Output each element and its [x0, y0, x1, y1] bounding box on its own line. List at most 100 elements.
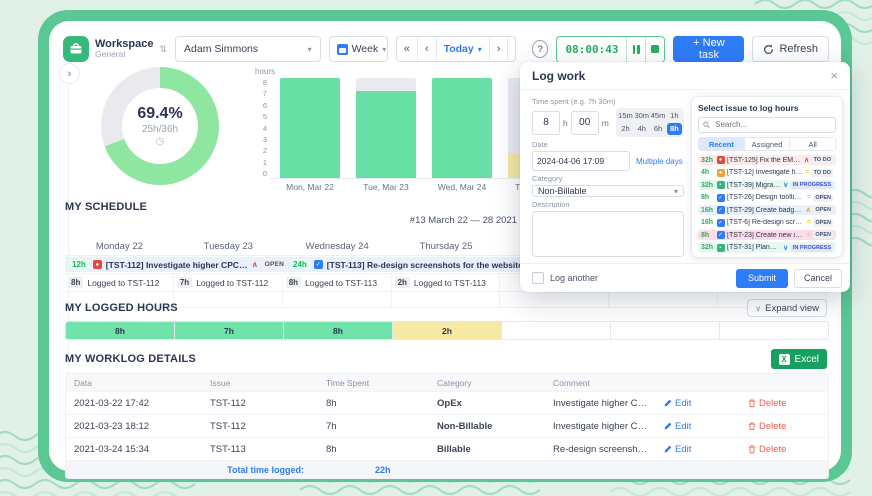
status-badge: IN PROGRESS — [791, 181, 833, 189]
edit-button[interactable]: Edit — [664, 421, 691, 432]
edit-button[interactable]: Edit — [664, 444, 691, 455]
worklog-time: 8h — [318, 444, 429, 455]
cancel-button[interactable]: Cancel — [794, 269, 842, 288]
schedule-cell[interactable]: 2hLogged to TST-113 — [392, 274, 501, 291]
issue-search[interactable] — [698, 117, 836, 133]
date-input[interactable] — [532, 151, 630, 171]
worklog-comment: Re-design screenshots for the website — [545, 444, 656, 455]
schedule-cell[interactable]: 7hLogged to TST-112 — [174, 274, 283, 291]
next-week-button[interactable]: » — [508, 37, 516, 61]
submit-button[interactable]: Submit — [736, 269, 788, 288]
issue-list-item[interactable]: 32h▪[TST-39] Migration to ...∨IN PROGRES… — [698, 180, 836, 191]
delete-button[interactable]: Delete — [748, 398, 786, 409]
priority-medium-icon: = — [807, 194, 811, 201]
close-icon[interactable]: × — [830, 69, 838, 82]
prev-week-button[interactable]: « — [397, 37, 418, 61]
schedule-cell[interactable]: 8h Logged to TST-112 — [65, 274, 174, 291]
new-task-button[interactable]: + New task — [673, 36, 744, 62]
prev-day-button[interactable]: ‹ — [418, 37, 437, 61]
total-value: 22h — [367, 465, 399, 475]
delete-button[interactable]: Delete — [748, 421, 786, 432]
quick-time-options: 15m30m45m1h 2h4h6h8h — [616, 108, 684, 137]
task-bar[interactable]: 12h ● [TST-112] Investigate higher CPC i… — [65, 257, 291, 272]
tab-all[interactable]: All — [790, 138, 835, 150]
issue-list-item[interactable]: 32h▪[TST-31] Planning team...∨IN PROGRES… — [698, 242, 836, 253]
issue-list-item[interactable]: 4h●[TST-12] Investigate higher...=TO DO — [698, 167, 836, 178]
workspace-subtitle: General — [95, 50, 154, 59]
y-tick: 3 — [253, 135, 267, 144]
sidebar-expand-button[interactable]: › — [59, 63, 80, 84]
multiple-days-link[interactable]: Multiple days — [636, 157, 683, 166]
task-icon: ✓ — [717, 194, 725, 202]
status-badge: TO DO — [812, 169, 833, 177]
quick-option-8h[interactable]: 8h — [667, 123, 682, 135]
task-icon: ✓ — [717, 231, 725, 239]
bar-Mon, Mar 22: Mon, Mar 22 — [280, 78, 340, 178]
chevron-down-icon: ▾ — [674, 187, 678, 196]
tab-assigned[interactable]: Assigned — [745, 138, 791, 150]
log-work-form: Time spent (e.g. 7h 30m) h m 15m30m45m1h… — [532, 97, 684, 257]
bar-Tue, Mar 23: Tue, Mar 23 — [356, 78, 416, 178]
workspace-switcher[interactable]: Workspace General ⇅ — [63, 36, 167, 62]
epic-icon: ▪ — [717, 244, 725, 252]
help-icon[interactable]: ? — [532, 40, 548, 58]
log-work-modal: Log work × Time spent (e.g. 7h 30m) h m … — [520, 62, 850, 292]
log-another-checkbox[interactable] — [532, 272, 544, 284]
description-textarea[interactable] — [532, 211, 684, 257]
quick-option-15m[interactable]: 15m — [618, 110, 633, 122]
issue-hours-badge: 8h — [701, 232, 714, 239]
logged-hours-badge: 8h — [68, 277, 83, 288]
worklog-category: OpEx — [429, 398, 545, 409]
quick-option-4h[interactable]: 4h — [634, 123, 649, 135]
column-header: Issue — [202, 378, 318, 388]
next-day-button[interactable]: › — [490, 37, 509, 61]
donut-center: 69.4% 25h/36h ◷ — [122, 88, 198, 164]
tab-recent[interactable]: Recent — [699, 138, 745, 150]
trash-icon — [748, 399, 756, 408]
hours-input[interactable] — [532, 111, 560, 135]
worklog-issue: TST-113 — [202, 444, 318, 455]
issue-list-item[interactable]: 32h●[TST-125] Fix the EMEA PPC ...∧TO DO — [698, 155, 836, 166]
workspace-sort-icon[interactable]: ⇅ — [160, 44, 168, 55]
issue-list-item[interactable]: 16h✓[TST-29] Create badges for ...∧OPEN — [698, 205, 836, 216]
category-select[interactable]: Non-Billable ▾ — [532, 185, 684, 197]
bar-logged-segment — [356, 91, 416, 179]
chevron-down-icon: ∨ — [755, 304, 761, 313]
today-button[interactable]: Today ▾ — [437, 37, 490, 61]
stop-button[interactable] — [646, 37, 664, 62]
user-select[interactable]: Adam Simmons ▾ — [175, 36, 321, 62]
issue-list-item[interactable]: 8h✓[TST-26] Design tooltip for the ...=O… — [698, 192, 836, 203]
worklog-time: 7h — [318, 421, 429, 432]
logged-label: Logged to TST-112 — [87, 278, 159, 288]
expand-view-button[interactable]: ∨ Expand view — [747, 299, 827, 317]
delete-button[interactable]: Delete — [748, 444, 786, 455]
task-check-icon: ✓ — [314, 260, 323, 269]
search-input[interactable] — [713, 119, 831, 130]
logged-label: Logged to TST-113 — [414, 278, 486, 288]
task-title: [TST-113] Re-design screenshots for the … — [327, 260, 523, 270]
status-badge: TO DO — [812, 156, 833, 164]
category-label: Category — [532, 174, 684, 183]
priority-high-icon: ∧ — [806, 206, 811, 214]
schedule-cell[interactable]: 8hLogged to TST-113 — [283, 274, 392, 291]
y-tick: 8 — [253, 78, 267, 87]
period-select[interactable]: Week ▾ — [329, 36, 388, 62]
edit-button[interactable]: Edit — [664, 398, 691, 409]
pause-button[interactable] — [627, 37, 646, 62]
quick-option-30m[interactable]: 30m — [634, 110, 649, 122]
worklog-table: DataIssueTime SpentCategoryComment 2021-… — [65, 373, 829, 479]
refresh-button[interactable]: Refresh — [752, 36, 829, 62]
user-select-value: Adam Simmons — [184, 43, 258, 55]
minutes-input[interactable] — [571, 111, 599, 135]
issue-list-item[interactable]: 8h✓[TST-23] Create new icon set=OPEN — [698, 230, 836, 241]
modal-header: Log work × — [520, 62, 850, 90]
export-excel-button[interactable]: X Excel — [771, 349, 827, 369]
trash-icon — [748, 422, 756, 431]
quick-option-45m[interactable]: 45m — [650, 110, 665, 122]
search-icon — [703, 121, 710, 129]
quick-option-6h[interactable]: 6h — [650, 123, 665, 135]
quick-option-2h[interactable]: 2h — [618, 123, 633, 135]
quick-option-1h[interactable]: 1h — [667, 110, 682, 122]
issue-list-item[interactable]: 16h✓[TST-6] Re-design screenshots...=OPE… — [698, 217, 836, 228]
x-tick-label: Mon, Mar 22 — [280, 182, 340, 192]
